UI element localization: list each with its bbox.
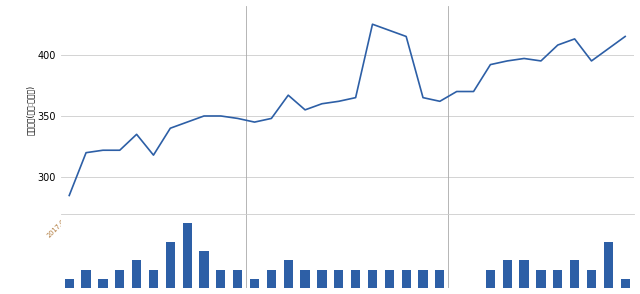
Bar [435,270,445,288]
Y-axis label: 거래금액(단위:백만원): 거래금액(단위:백만원) [26,85,35,135]
Bar [553,270,563,288]
Bar [419,270,428,288]
Bar [502,260,512,288]
Bar [621,279,630,288]
Bar [182,223,192,288]
Bar [166,242,175,288]
Bar [99,279,108,288]
Bar [65,279,74,288]
Bar [520,260,529,288]
Bar [351,270,360,288]
Bar [200,251,209,288]
Bar [334,270,344,288]
Bar [536,270,545,288]
Bar [250,279,259,288]
Bar [81,270,91,288]
Bar [233,270,243,288]
Bar [368,270,377,288]
Bar [317,270,326,288]
Bar [115,270,124,288]
Bar [570,260,579,288]
Bar [267,270,276,288]
Bar [216,270,225,288]
Bar [401,270,411,288]
Bar [385,270,394,288]
Bar [587,270,596,288]
Text: 250: 250 [61,224,79,234]
Bar [300,270,310,288]
Bar [604,242,613,288]
Bar [284,260,293,288]
Bar [132,260,141,288]
Bar [486,270,495,288]
Bar [149,270,158,288]
